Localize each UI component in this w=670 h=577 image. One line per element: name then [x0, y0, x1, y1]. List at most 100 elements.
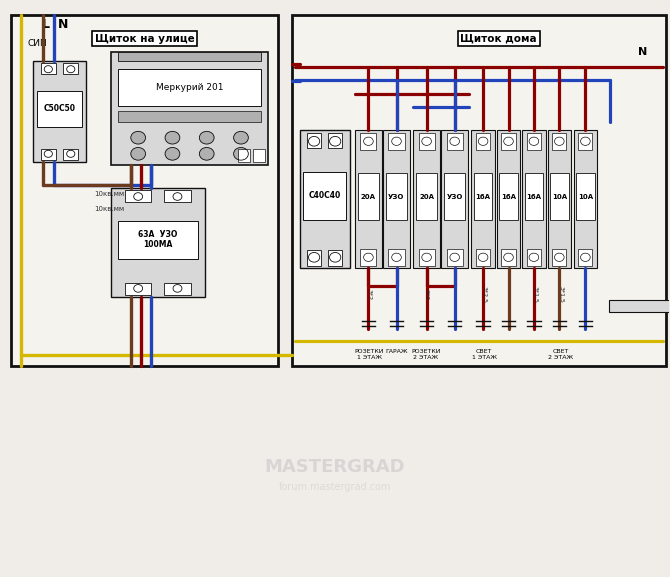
Bar — [525, 173, 543, 220]
Bar — [574, 130, 597, 268]
Bar — [111, 188, 204, 297]
Bar — [41, 149, 56, 160]
Bar — [527, 133, 541, 149]
Bar — [501, 133, 515, 149]
Bar — [299, 130, 350, 268]
Bar — [552, 249, 566, 265]
Text: Щиток дома: Щиток дома — [460, 33, 537, 44]
Text: 20А: 20А — [419, 193, 434, 200]
Bar — [527, 249, 541, 265]
Circle shape — [165, 148, 180, 160]
Text: MASTERGRAD: MASTERGRAD — [265, 458, 405, 476]
Text: Щиток на улице: Щиток на улице — [94, 33, 194, 44]
Text: УЗО: УЗО — [446, 193, 463, 200]
Bar — [125, 190, 151, 202]
Text: 3*2: 3*2 — [423, 288, 428, 300]
Bar — [164, 190, 190, 202]
Bar — [304, 171, 346, 220]
Text: 10А: 10А — [552, 193, 567, 200]
Bar — [386, 173, 407, 220]
Bar — [328, 250, 342, 265]
Bar — [164, 283, 190, 295]
Bar — [552, 133, 566, 149]
Bar — [389, 249, 405, 265]
Circle shape — [200, 132, 214, 144]
Text: УЗО: УЗО — [389, 193, 405, 200]
Text: C40C40: C40C40 — [308, 192, 341, 200]
Bar — [41, 63, 56, 74]
Bar — [472, 130, 495, 268]
Circle shape — [200, 148, 214, 160]
Bar — [328, 133, 342, 148]
Text: 3*2: 3*2 — [366, 288, 372, 300]
Circle shape — [234, 148, 249, 160]
Bar — [11, 15, 278, 366]
Text: C50C50: C50C50 — [44, 104, 76, 114]
Text: L: L — [42, 18, 50, 31]
Bar — [33, 61, 86, 162]
Bar — [389, 133, 405, 149]
Bar — [413, 130, 440, 268]
Text: 63А  УЗО
100МА: 63А УЗО 100МА — [138, 230, 178, 249]
Text: РОЗЕТКИ
2 ЭТАЖ: РОЗЕТКИ 2 ЭТАЖ — [411, 349, 441, 359]
Bar — [547, 130, 571, 268]
Bar — [355, 130, 382, 268]
Text: СВЕТ
1 ЭТАЖ: СВЕТ 1 ЭТАЖ — [472, 349, 496, 359]
Bar — [476, 133, 490, 149]
Text: 10А: 10А — [578, 193, 593, 200]
Bar — [578, 249, 592, 265]
Text: N: N — [638, 47, 647, 58]
Bar — [118, 53, 261, 61]
Bar — [550, 173, 569, 220]
Circle shape — [131, 132, 145, 144]
Bar — [442, 130, 468, 268]
Bar — [63, 63, 78, 74]
Text: 10кв.мм: 10кв.мм — [94, 206, 125, 212]
Bar — [118, 220, 198, 259]
Bar — [63, 149, 78, 160]
Text: 16А: 16А — [501, 193, 516, 200]
Bar — [307, 133, 321, 148]
Bar — [358, 173, 379, 220]
Bar — [383, 130, 410, 268]
Circle shape — [131, 148, 145, 160]
Bar — [476, 249, 490, 265]
Text: 3*1,5: 3*1,5 — [559, 286, 563, 303]
Text: Меркурий 201: Меркурий 201 — [156, 83, 223, 92]
Bar — [496, 130, 520, 268]
Text: СИП: СИП — [27, 39, 48, 48]
Bar — [499, 173, 518, 220]
Bar — [609, 300, 670, 312]
Bar — [118, 69, 261, 106]
Text: 16А: 16А — [527, 193, 541, 200]
Bar — [578, 133, 592, 149]
Bar — [360, 133, 377, 149]
Bar — [447, 249, 463, 265]
Text: N: N — [58, 18, 68, 31]
Bar — [522, 130, 545, 268]
Bar — [447, 133, 463, 149]
Bar — [307, 250, 321, 265]
Bar — [238, 149, 250, 162]
Circle shape — [165, 132, 180, 144]
Bar — [253, 149, 265, 162]
Bar — [291, 15, 666, 366]
Bar — [111, 53, 268, 165]
Text: 20А: 20А — [361, 193, 376, 200]
Text: ГАРАЖ: ГАРАЖ — [385, 349, 408, 354]
Bar — [360, 249, 377, 265]
Bar — [118, 111, 261, 122]
Bar — [125, 283, 151, 295]
Text: 16А: 16А — [476, 193, 490, 200]
Text: СВЕТ
2 ЭТАЖ: СВЕТ 2 ЭТАЖ — [549, 349, 574, 359]
Bar — [576, 173, 595, 220]
Bar — [501, 249, 515, 265]
Text: 3*1,5: 3*1,5 — [533, 286, 537, 303]
Bar — [419, 133, 435, 149]
Text: forum.mastergrad.com: forum.mastergrad.com — [279, 482, 391, 492]
Bar — [419, 249, 435, 265]
Bar — [37, 91, 82, 126]
Bar — [416, 173, 438, 220]
Text: РОЗЕТКИ
1 ЭТАЖ: РОЗЕТКИ 1 ЭТАЖ — [354, 349, 384, 359]
Text: 10кв.мм: 10кв.мм — [94, 190, 125, 197]
